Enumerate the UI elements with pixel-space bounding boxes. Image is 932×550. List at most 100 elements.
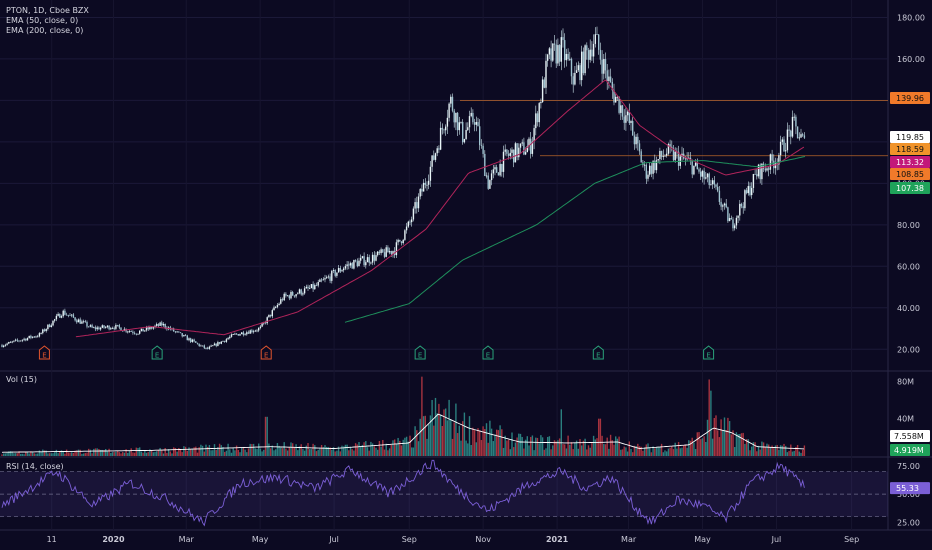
- time-tick-label: Nov: [475, 535, 491, 544]
- candle-body: [618, 96, 620, 113]
- volume-bar: [184, 446, 187, 456]
- rsi-tick-label: 25.00: [897, 518, 920, 527]
- volume-bar: [497, 430, 500, 456]
- time-axis[interactable]: 11 2020 Mar May Jul Sep Nov 2021 Mar May Jul Sep: [47, 535, 860, 544]
- volume-bar: [669, 447, 671, 456]
- price-axis[interactable]: 180.00160.00140.00120.00100.0080.0060.00…: [890, 13, 930, 527]
- candle-body: [310, 284, 313, 289]
- volume-bar: [788, 450, 790, 456]
- volume-bar: [582, 440, 585, 456]
- rsi-title: RSI (14, close): [6, 462, 64, 471]
- volume-bar: [183, 446, 185, 456]
- candle-body: [315, 285, 318, 286]
- volume-bar: [586, 449, 588, 456]
- volume-bar: [125, 449, 127, 456]
- volume-bar: [344, 444, 347, 456]
- candle-body: [774, 163, 777, 169]
- volume-bar: [521, 436, 523, 456]
- candle-body: [793, 116, 795, 118]
- volume-bar: [266, 416, 268, 456]
- volume-bar: [349, 446, 352, 456]
- candle-body: [86, 321, 88, 327]
- volume-bar: [4, 453, 7, 456]
- volume-bar: [513, 447, 515, 456]
- volume-bar: [613, 444, 615, 456]
- volume-bar: [11, 451, 13, 456]
- volume-bar: [132, 452, 134, 456]
- candle-body: [439, 127, 442, 150]
- candle-body: [572, 76, 574, 85]
- volume-bar: [276, 443, 279, 456]
- volume-bar: [569, 444, 571, 456]
- candle-body: [688, 157, 690, 159]
- candle-body: [647, 174, 649, 179]
- candle-body: [768, 168, 770, 170]
- volume-bar: [667, 448, 670, 456]
- volume-bar: [654, 448, 656, 456]
- volume-bar: [105, 449, 107, 456]
- volume-bar: [625, 447, 627, 456]
- volume-bar: [60, 450, 63, 456]
- candle-body: [218, 342, 221, 344]
- price-tag: [890, 182, 930, 194]
- volume-bar: [71, 452, 73, 456]
- volume-bar: [611, 440, 613, 456]
- volume-bar: [676, 448, 678, 456]
- volume-bar: [173, 447, 175, 456]
- volume-bar: [383, 449, 386, 456]
- candle-body: [604, 59, 607, 71]
- volume-bar: [598, 418, 600, 456]
- volume-bar: [290, 442, 292, 456]
- volume-bar: [411, 447, 413, 456]
- candle-body: [20, 340, 22, 342]
- candle-body: [718, 190, 721, 202]
- volume-panel[interactable]: [1, 376, 806, 456]
- volume-bar: [395, 443, 398, 456]
- volume-bar: [558, 438, 561, 456]
- volume-bar: [609, 434, 612, 456]
- candle-body: [662, 156, 664, 157]
- volume-bar: [295, 444, 297, 456]
- volume-bar: [460, 440, 462, 456]
- candle-body: [606, 70, 608, 81]
- volume-bar: [52, 453, 54, 456]
- candle-body: [264, 322, 267, 324]
- candle-body: [213, 343, 216, 346]
- candle-body: [37, 336, 39, 338]
- candle-body: [251, 330, 253, 333]
- candle-body: [103, 325, 105, 328]
- volume-bar: [492, 441, 494, 456]
- volume-bar: [122, 452, 124, 456]
- volume-bar: [723, 417, 726, 456]
- candle-body: [229, 336, 231, 339]
- candle-body: [31, 336, 34, 338]
- candle-body: [781, 139, 783, 142]
- volume-bar: [710, 390, 712, 456]
- volume-bar: [86, 452, 88, 456]
- volume-bar: [302, 448, 304, 456]
- volume-bar: [20, 453, 22, 456]
- candle-body: [611, 81, 613, 91]
- ema200-line: [344, 156, 806, 323]
- candle-body: [116, 324, 119, 326]
- time-tick-label: Mar: [179, 535, 195, 544]
- candle-body: [184, 335, 187, 336]
- volume-ma-line: [1, 413, 805, 453]
- volume-bar: [193, 447, 195, 456]
- candle-body: [635, 136, 637, 145]
- candle-body: [246, 332, 248, 335]
- volume-bar: [72, 452, 75, 456]
- volume-bar: [705, 441, 707, 456]
- volume-bar: [740, 433, 743, 456]
- candle-body: [706, 173, 709, 178]
- candle-body: [67, 314, 69, 316]
- rsi-panel[interactable]: [0, 459, 888, 527]
- volume-bar: [225, 450, 228, 456]
- candle-body: [122, 330, 124, 332]
- candle-body: [405, 226, 408, 231]
- candle-body: [368, 257, 370, 263]
- candle-body: [235, 333, 238, 335]
- time-tick-label: Sep: [844, 535, 859, 544]
